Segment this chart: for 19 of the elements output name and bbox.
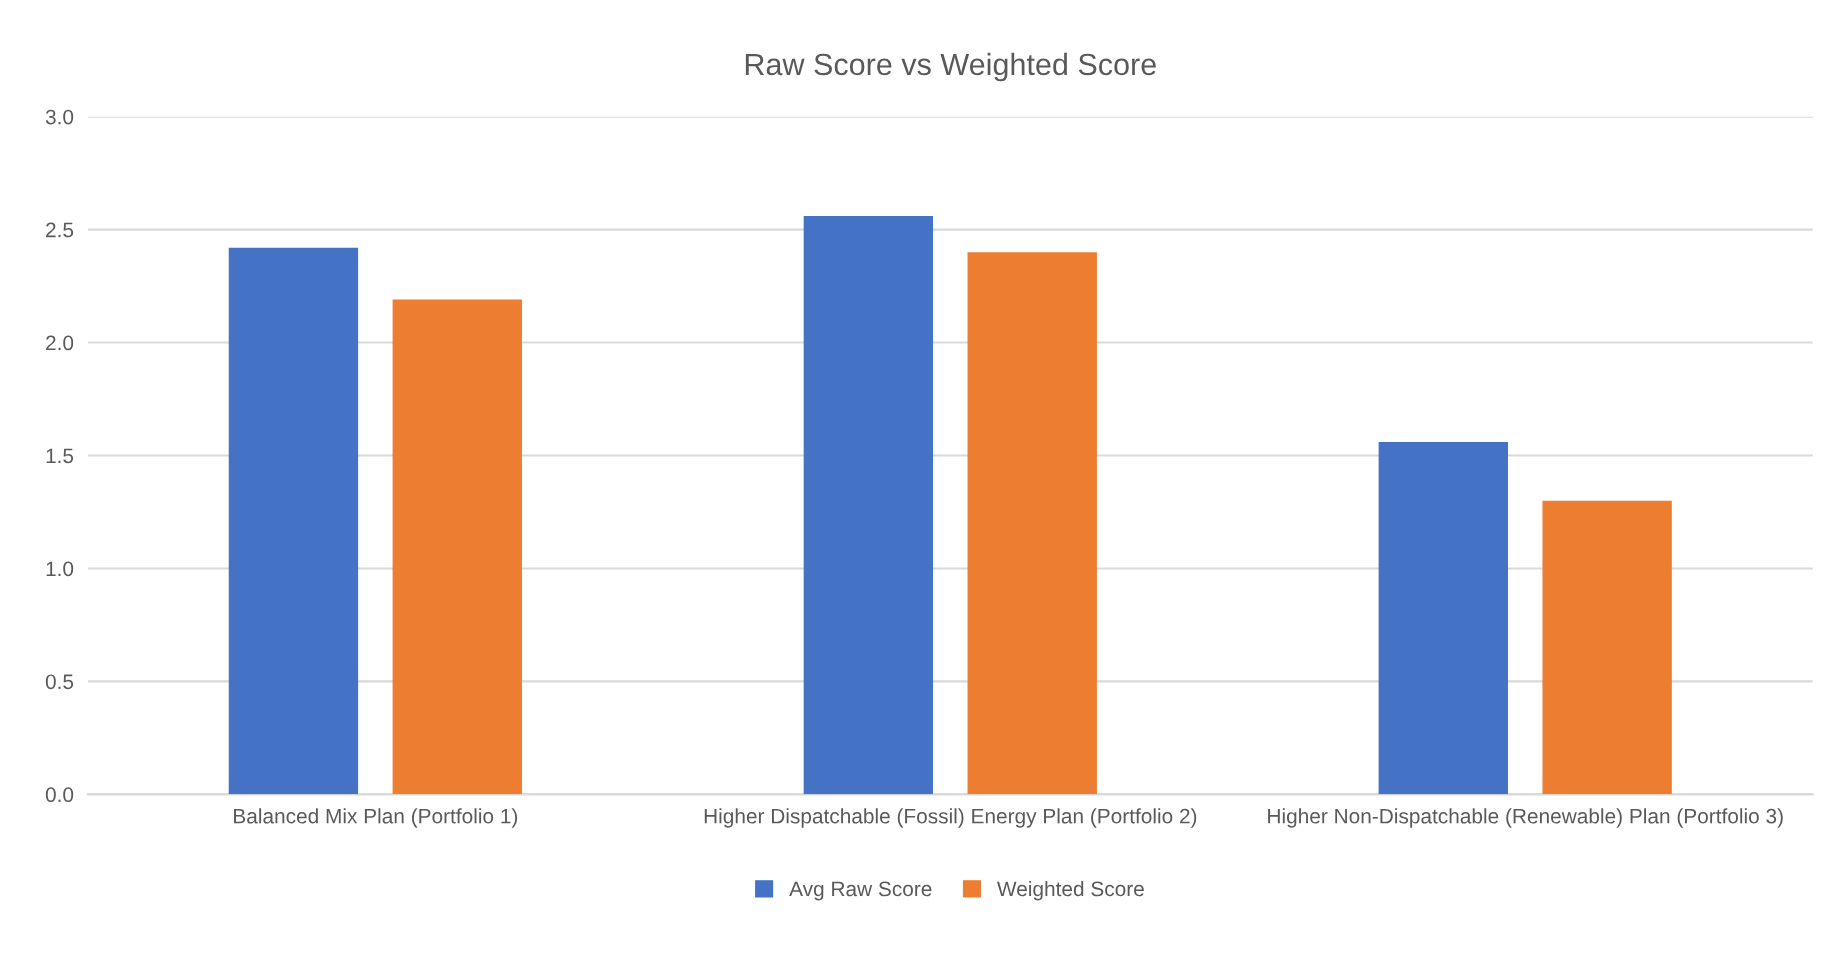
y-tick-label: 1.0 <box>46 561 74 577</box>
legend-label: Weighted Score <box>997 880 1144 901</box>
bar <box>967 252 1097 795</box>
bar <box>228 247 359 795</box>
bar <box>1542 500 1672 795</box>
x-tick-label: Balanced Mix Plan (Portfolio 1) <box>234 808 518 828</box>
y-tick-label: 0.0 <box>45 787 74 803</box>
x-tick-label: Higher Non-Dispatchable (Renewable) Plan (Portfolio 3) <box>1268 808 1783 828</box>
bar <box>1378 441 1508 795</box>
y-tick-label: 0.5 <box>45 674 74 690</box>
chart-title: Raw Score vs Weighted Score <box>745 52 1156 82</box>
x-tick-label: Higher Dispatchable (Fossil) Energy Plan (Portfolio 2) <box>704 808 1197 828</box>
y-tick-label: 2.5 <box>46 222 74 238</box>
y-tick-label: 1.5 <box>46 448 74 464</box>
bar <box>392 299 522 795</box>
y-tick-label: 3.0 <box>45 109 74 125</box>
y-tick-label: 2.0 <box>46 335 74 351</box>
legend-label: Avg Raw Score <box>789 881 932 901</box>
bar <box>803 216 934 795</box>
